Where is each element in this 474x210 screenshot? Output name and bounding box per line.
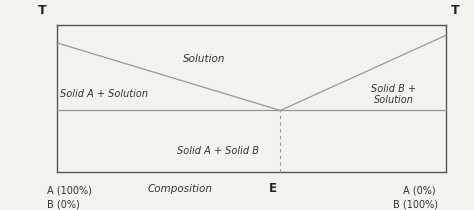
Text: Solid B +
Solution: Solid B + Solution	[371, 84, 416, 105]
Text: B (100%): B (100%)	[393, 200, 438, 210]
Text: A (100%): A (100%)	[47, 185, 92, 195]
Text: T: T	[38, 4, 47, 17]
Text: Composition: Composition	[147, 184, 213, 194]
Text: T: T	[451, 4, 459, 17]
Text: B (0%): B (0%)	[47, 200, 80, 210]
Text: Solid A + Solution: Solid A + Solution	[60, 89, 148, 100]
Text: E: E	[269, 182, 277, 196]
Text: A (0%): A (0%)	[403, 185, 436, 195]
Text: Solid A + Solid B: Solid A + Solid B	[177, 146, 259, 156]
Text: Solution: Solution	[182, 54, 225, 64]
